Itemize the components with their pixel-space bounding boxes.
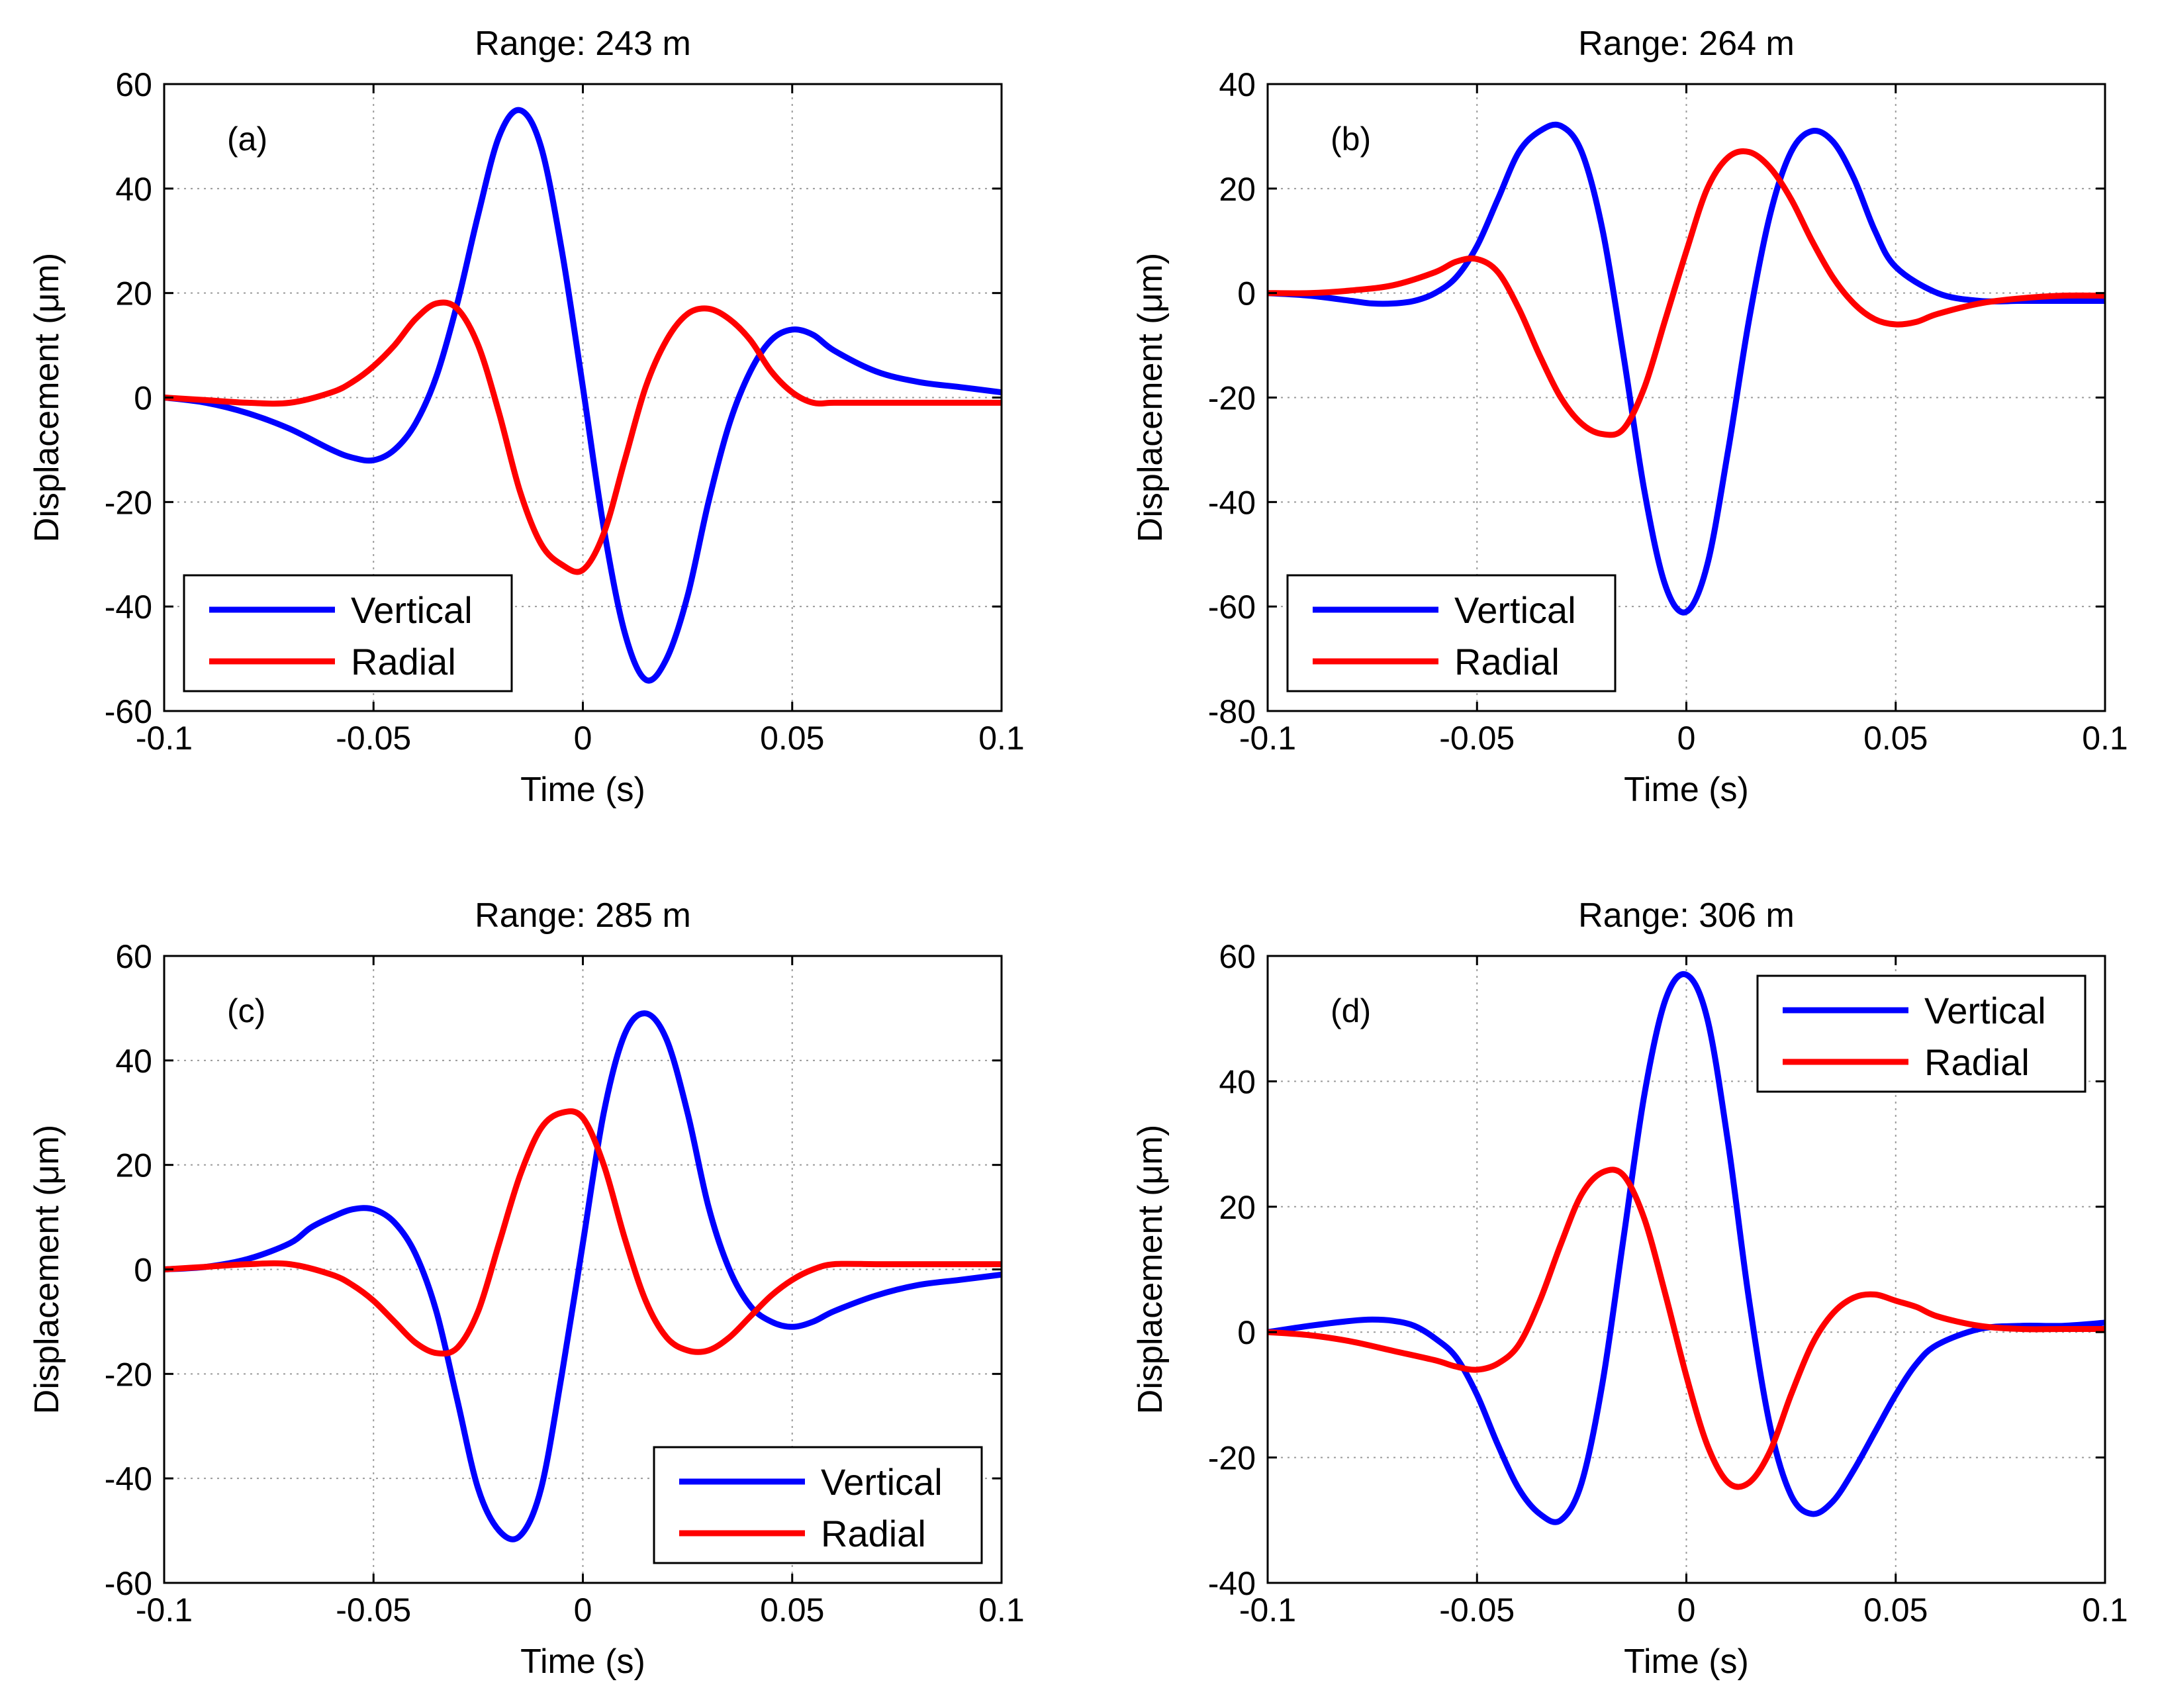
series-radial-line-b (1268, 148, 2105, 438)
panel-a: -0.1 -0.05 0 0.05 0.1 -60 -40 -20 0 20 40 60 Range: … (28, 24, 1025, 809)
x-tick-label-c-3: 0.05 (760, 1591, 824, 1629)
y-axis-label-a: Displacement (μm) (28, 253, 66, 542)
series-vertical-line-c (164, 1010, 1002, 1542)
x-tick-label-c-1: -0.05 (336, 1591, 411, 1629)
chart-title-d: Range: 306 m (1578, 896, 1795, 935)
y-tick-label-a-5: 40 (115, 171, 152, 208)
x-tick-label-a-0: -0.1 (136, 720, 193, 757)
y-tick-label-b-1: -60 (1208, 589, 1256, 626)
legend-label-radial-c: Radial (821, 1513, 926, 1554)
y-tick-label-d-4: 40 (1219, 1063, 1256, 1100)
y-tick-label-c-1: -40 (105, 1460, 152, 1497)
y-tick-label-a-0: -60 (105, 693, 152, 730)
y-tick-label-c-0: -60 (105, 1565, 152, 1602)
legend-d: Vertical Radial (1756, 974, 2087, 1093)
legend-a: Vertical Radial (183, 574, 513, 692)
x-tick-label-d-0: -0.1 (1239, 1591, 1296, 1629)
y-tick-label-d-1: -20 (1208, 1440, 1256, 1477)
y-tick-label-c-3: 0 (134, 1252, 152, 1289)
y-tick-label-b-0: -80 (1208, 693, 1256, 730)
x-tick-label-a-2: 0 (574, 720, 592, 757)
y-axis-label-c: Displacement (μm) (28, 1125, 66, 1414)
x-axis-label-b: Time (s) (1624, 771, 1749, 809)
x-tick-label-a-1: -0.05 (336, 720, 411, 757)
y-tick-label-d-3: 20 (1219, 1189, 1256, 1226)
series-vertical-line-a (164, 107, 1002, 684)
y-tick-label-b-5: 20 (1219, 171, 1256, 208)
y-tick-label-a-6: 60 (115, 66, 152, 103)
y-tick-label-d-2: 0 (1237, 1314, 1256, 1351)
x-tick-label-b-3: 0.05 (1863, 720, 1928, 757)
panel-label-c: (c) (227, 992, 265, 1029)
y-axis-label-d: Displacement (μm) (1131, 1125, 1170, 1414)
x-tick-label-d-2: 0 (1677, 1591, 1696, 1629)
chart-title-c: Range: 285 m (475, 896, 691, 935)
legend-box-c (653, 1446, 983, 1564)
panel-label-a: (a) (227, 120, 267, 158)
x-tick-label-b-0: -0.1 (1239, 720, 1296, 757)
x-tick-label-d-1: -0.05 (1439, 1591, 1515, 1629)
y-tick-label-c-5: 40 (115, 1043, 152, 1080)
x-tick-label-b-1: -0.05 (1439, 720, 1515, 757)
y-tick-label-b-3: -20 (1208, 380, 1256, 417)
panel-label-d: (d) (1331, 992, 1371, 1029)
y-tick-label-a-1: -40 (105, 589, 152, 626)
legend-label-radial-d: Radial (1924, 1041, 2030, 1083)
legend-c: Vertical Radial (653, 1446, 983, 1564)
y-tick-label-d-5: 60 (1219, 938, 1256, 975)
series-radial-line-a (164, 299, 1002, 575)
series-radial-line-c (164, 1108, 1002, 1357)
legend-box-d (1756, 974, 2087, 1093)
y-tick-label-b-2: -40 (1208, 484, 1256, 521)
legend-b: Vertical Radial (1286, 574, 1617, 692)
y-tick-label-a-4: 20 (115, 275, 152, 312)
series-vertical-line-b (1268, 121, 2105, 616)
legend-label-radial-a: Radial (351, 641, 456, 683)
panel-b: -0.1 -0.05 0 0.05 0.1 -80 -60 -40 -20 0 20 40 Range:… (1131, 24, 2128, 809)
x-tick-label-c-2: 0 (574, 1591, 592, 1629)
y-tick-label-b-6: 40 (1219, 66, 1256, 103)
x-tick-label-c-0: -0.1 (136, 1591, 193, 1629)
chart-title-a: Range: 243 m (475, 24, 691, 63)
x-axis-label-a: Time (s) (520, 771, 645, 809)
legend-box-a (183, 574, 513, 692)
y-tick-label-c-4: 20 (115, 1147, 152, 1184)
x-tick-label-a-4: 0.1 (978, 720, 1025, 757)
y-tick-label-c-6: 60 (115, 938, 152, 975)
series-radial-line-d (1268, 1166, 2105, 1490)
y-tick-label-d-0: -40 (1208, 1565, 1256, 1602)
y-tick-label-a-2: -20 (105, 484, 152, 521)
panel-d: -0.1 -0.05 0 0.05 0.1 -40 -20 0 20 40 60 Range: 306… (1131, 896, 2128, 1681)
y-tick-label-b-4: 0 (1237, 275, 1256, 312)
legend-label-vertical-d: Vertical (1924, 990, 2046, 1031)
x-tick-label-b-4: 0.1 (2082, 720, 2128, 757)
series-vertical-line-d (1268, 971, 2105, 1525)
legend-label-vertical-b: Vertical (1454, 589, 1576, 631)
x-tick-label-a-3: 0.05 (760, 720, 824, 757)
x-axis-label-c: Time (s) (520, 1642, 645, 1681)
panel-label-b: (b) (1331, 120, 1371, 158)
y-axis-label-b: Displacement (μm) (1131, 253, 1170, 542)
x-tick-label-d-3: 0.05 (1863, 1591, 1928, 1629)
y-tick-label-c-2: -20 (105, 1356, 152, 1393)
legend-label-radial-b: Radial (1454, 641, 1560, 683)
legend-box-b (1286, 574, 1617, 692)
panel-c: -0.1 -0.05 0 0.05 0.1 -60 -40 -20 0 20 40 60 Range: … (28, 896, 1025, 1681)
legend-label-vertical-a: Vertical (351, 589, 473, 631)
x-axis-label-d: Time (s) (1624, 1642, 1749, 1681)
x-tick-label-b-2: 0 (1677, 720, 1696, 757)
x-tick-label-c-4: 0.1 (978, 1591, 1025, 1629)
y-tick-label-a-3: 0 (134, 380, 152, 417)
chart-title-b: Range: 264 m (1578, 24, 1795, 63)
x-tick-label-d-4: 0.1 (2082, 1591, 2128, 1629)
legend-label-vertical-c: Vertical (821, 1461, 943, 1503)
